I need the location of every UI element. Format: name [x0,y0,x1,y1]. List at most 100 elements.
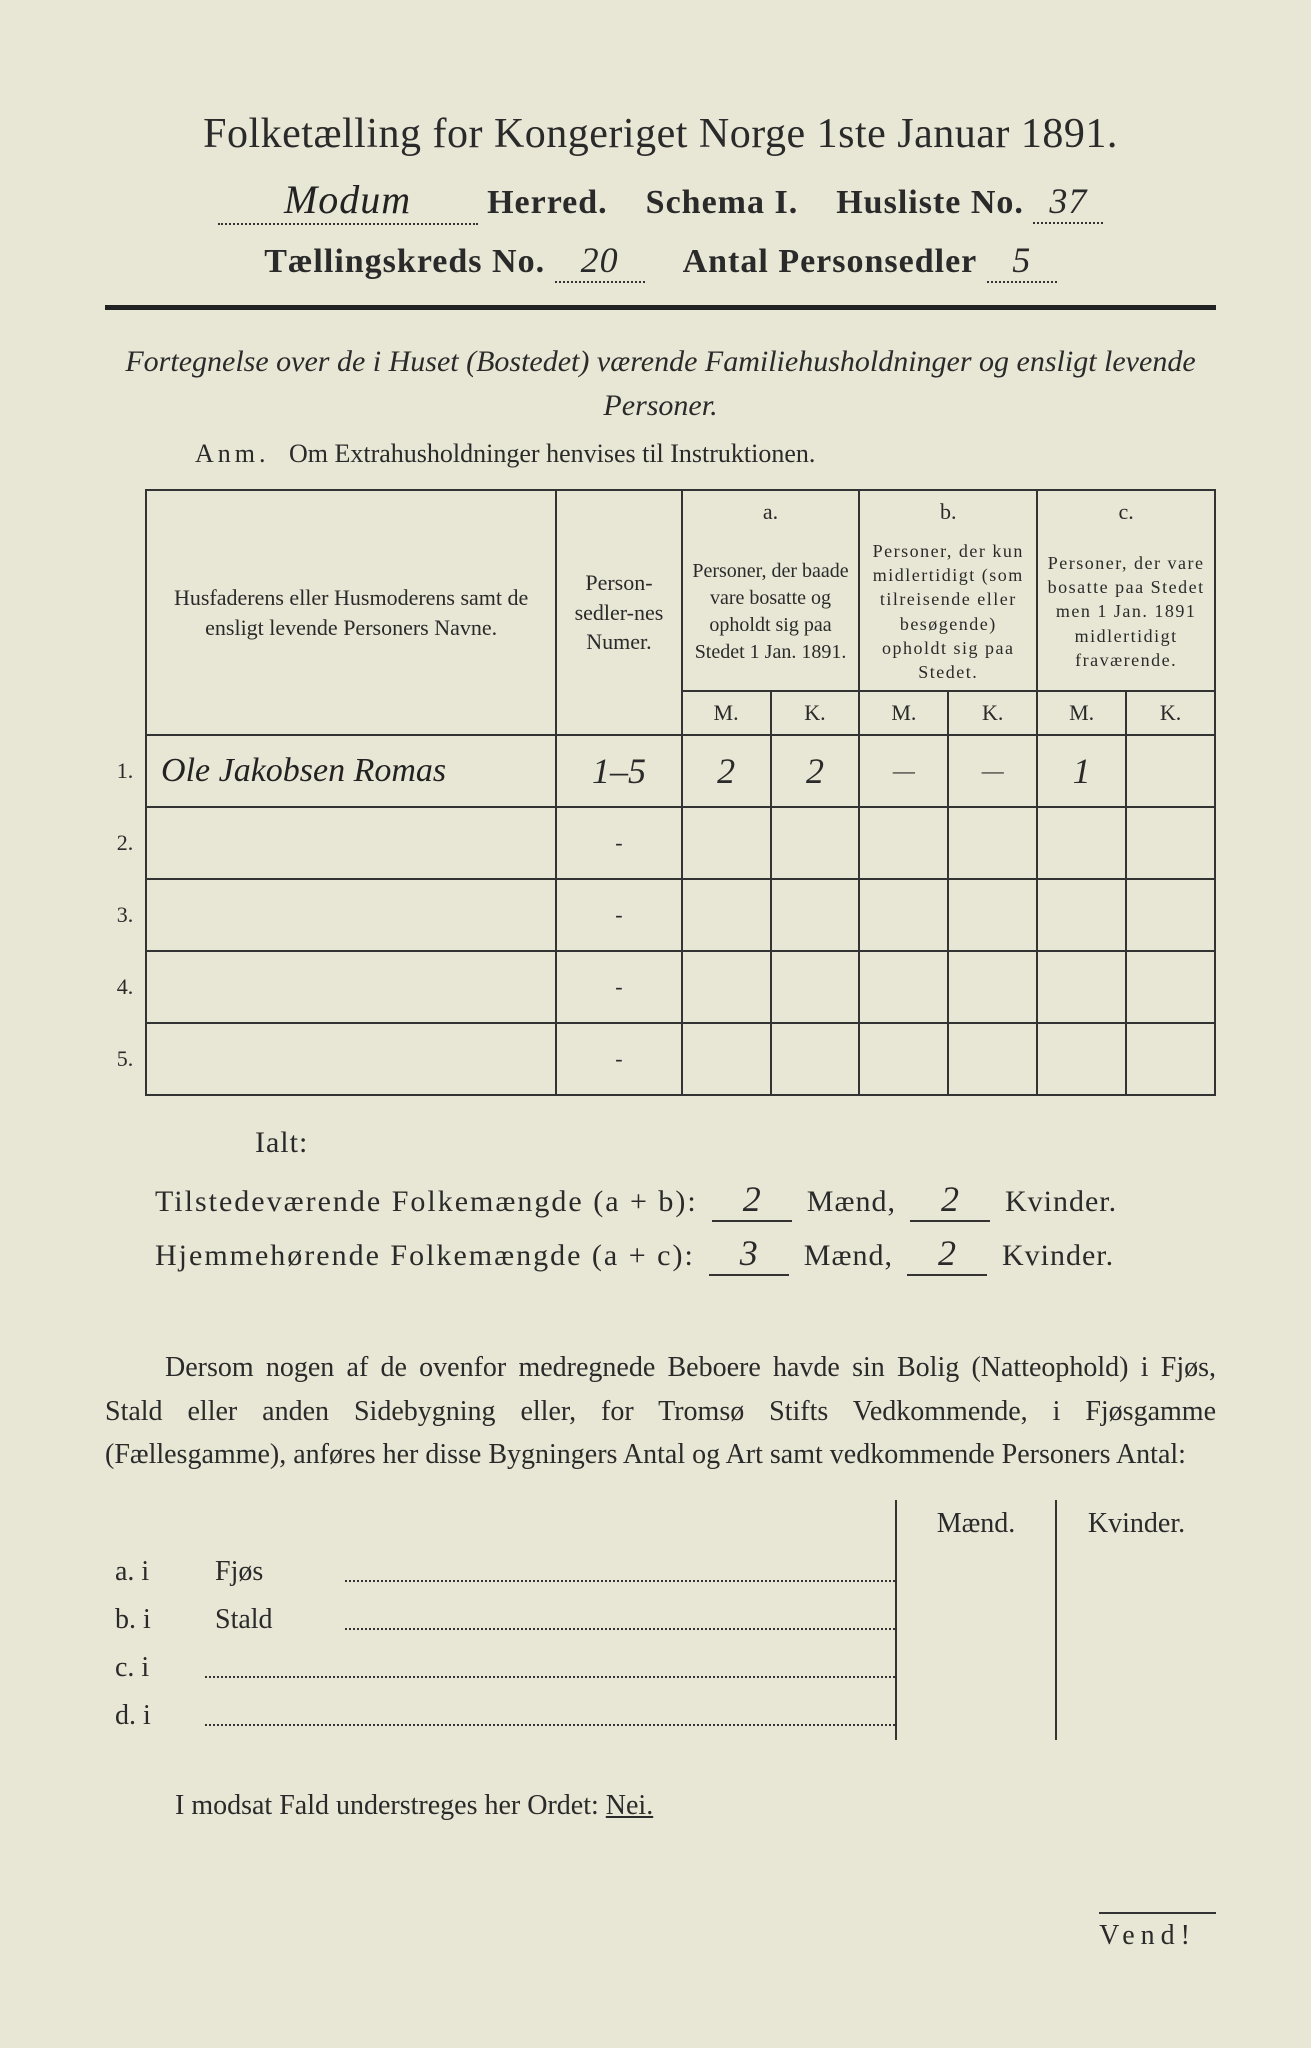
row-bK [948,879,1037,951]
antal-label: Antal Personsedler [683,243,978,280]
row-bM [859,879,948,951]
mk-k-cell [1056,1692,1216,1740]
col-name-header: Husfaderens eller Husmoderens samt de en… [146,490,556,735]
row-num: 3. [105,879,146,951]
col-a-head: a. [682,490,860,533]
mk-k-cell [1056,1644,1216,1692]
col-c-head: c. [1037,490,1215,533]
row-bK: — [948,735,1037,807]
row-aK [771,807,860,879]
mk-row: a. i Fjøs [105,1548,1216,1596]
row-bM [859,807,948,879]
row-aK: 2 [771,735,860,807]
row-cK [1126,807,1215,879]
household-table: Husfaderens eller Husmoderens samt de en… [105,489,1216,1096]
husliste-label: Husliste No. [836,184,1024,221]
nei-line: I modsat Fald understreges her Ordet: Ne… [175,1790,1216,1822]
table-header-row-1: Husfaderens eller Husmoderens samt de en… [105,490,1215,533]
row-numer: 1–5 [556,735,681,807]
sum-resident-k: 2 [907,1232,987,1276]
schema-label: Schema I. [646,184,799,221]
sum-present-k: 2 [910,1178,990,1222]
mk-blank [105,1500,205,1548]
row-aM [682,1023,771,1095]
row-cM [1037,951,1126,1023]
form-subtitle: Fortegnelse over de i Huset (Bostedet) v… [105,340,1216,427]
ialt-label: Ialt: [255,1126,1216,1160]
row-num: 2. [105,807,146,879]
mk-row: b. i Stald [105,1596,1216,1644]
sum-k-label: Kvinder. [1005,1185,1117,1218]
mk-k-header: Kvinder. [1056,1500,1216,1548]
col-c-m: M. [1037,691,1126,735]
mk-header-row: Mænd. Kvinder. [105,1500,1216,1548]
sum-present-label: Tilstedeværende Folkemængde (a + b): [155,1185,698,1218]
row-name [146,807,556,879]
kreds-line: Tællingskreds No. 20 Antal Personsedler … [105,239,1216,283]
nei-pre: I modsat Fald understreges her Ordet: [175,1790,599,1821]
census-form-page: Folketælling for Kongeriget Norge 1ste J… [105,110,1216,1822]
col-numer-header: Person-sedler-nes Numer. [556,490,681,735]
mk-k-cell [1056,1548,1216,1596]
sum-present: Tilstedeværende Folkemængde (a + b): 2 M… [155,1178,1216,1222]
row-name [146,951,556,1023]
herred-label: Herred. [487,184,608,221]
col-b-m: M. [859,691,948,735]
anm-text: Om Extrahusholdninger henvises til Instr… [289,439,815,468]
form-title: Folketælling for Kongeriget Norge 1ste J… [105,110,1216,158]
mk-row-type: Fjøs [205,1548,345,1596]
sum-m-label2: Mænd, [804,1239,893,1272]
row-aK [771,951,860,1023]
outbuilding-paragraph: Dersom nogen af de ovenfor medregnede Be… [105,1346,1216,1476]
herred-line: Modum Herred. Schema I. Husliste No. 37 [105,176,1216,225]
row-name-text: Ole Jakobsen Romas [161,752,446,789]
row-num: 1. [105,735,146,807]
row-cK [1126,735,1215,807]
sum-m-label: Mænd, [807,1185,896,1218]
herred-value: Modum [218,176,478,225]
mk-blank [205,1500,345,1548]
col-c-text: Personer, der vare bosatte paa Stedet me… [1037,533,1215,692]
sum-k-label2: Kvinder. [1002,1239,1114,1272]
table-row: 5. - [105,1023,1215,1095]
row-aM [682,879,771,951]
sum-present-m: 2 [712,1178,792,1222]
row-aM [682,807,771,879]
col-a-k: K. [771,691,860,735]
mk-k-cell [1056,1596,1216,1644]
form-header: Folketælling for Kongeriget Norge 1ste J… [105,110,1216,283]
nei-word: Nei. [606,1790,653,1821]
row-name: Ole Jakobsen Romas [146,735,556,807]
row-bM: — [859,735,948,807]
mk-row-lab: c. i [105,1644,205,1692]
row-numer: - [556,951,681,1023]
row-num: 4. [105,951,146,1023]
row-aM [682,951,771,1023]
sum-resident: Hjemmehørende Folkemængde (a + c): 3 Mæn… [155,1232,1216,1276]
kreds-value: 20 [555,239,645,283]
row-bK [948,951,1037,1023]
col-b-head: b. [859,490,1037,533]
row-cM [1037,1023,1126,1095]
mk-row-lab: a. i [105,1548,205,1596]
mk-m-header: Mænd. [896,1500,1056,1548]
table-row: 2. - [105,807,1215,879]
mk-row: d. i [105,1692,1216,1740]
husliste-value: 37 [1033,180,1103,224]
kreds-label: Tællingskreds No. [264,243,545,280]
col-c-k: K. [1126,691,1215,735]
mk-m-cell [896,1692,1056,1740]
row-name [146,1023,556,1095]
row-cM [1037,807,1126,879]
row-bK [948,807,1037,879]
antal-value: 5 [987,239,1057,283]
mk-row-lab: b. i [105,1596,205,1644]
mk-dots [345,1548,896,1596]
mk-dots [345,1596,896,1644]
row-numer: - [556,879,681,951]
outbuilding-table: Mænd. Kvinder. a. i Fjøs b. i Stald c. i… [105,1500,1216,1740]
vend-label: Vend! [1099,1912,1216,1952]
row-name [146,879,556,951]
row-numer: - [556,1023,681,1095]
sum-resident-label: Hjemmehørende Folkemængde (a + c): [155,1239,695,1272]
